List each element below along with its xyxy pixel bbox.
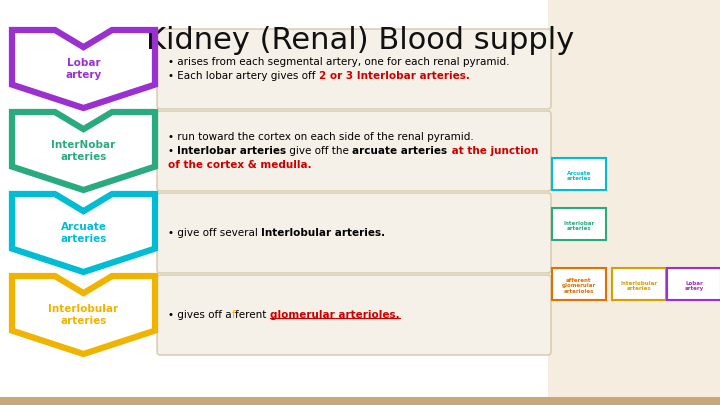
Text: • gives off a: • gives off a (168, 310, 232, 320)
Text: • Each lobar artery gives off: • Each lobar artery gives off (168, 71, 319, 81)
Text: Interlobular arteries.: Interlobular arteries. (261, 228, 385, 238)
Text: glomerular arterioles.: glomerular arterioles. (270, 310, 400, 320)
Text: • run toward the cortex on each side of the renal pyramid.: • run toward the cortex on each side of … (168, 132, 474, 142)
Bar (548, 0, 720, 397)
FancyBboxPatch shape (552, 268, 606, 300)
Text: give off the: give off the (287, 146, 353, 156)
Text: Interlobular
arteries: Interlobular arteries (48, 304, 119, 326)
Text: Arcuate
arteries: Arcuate arteries (60, 222, 107, 244)
FancyBboxPatch shape (157, 275, 551, 355)
Text: 2 or 3 Interlobar arteries.: 2 or 3 Interlobar arteries. (319, 71, 469, 81)
Text: at the junction: at the junction (448, 146, 538, 156)
Text: ferent: ferent (235, 310, 270, 320)
Text: •: • (168, 146, 177, 156)
Text: Arcuate
arteries: Arcuate arteries (567, 171, 591, 181)
Text: arcuate arteries: arcuate arteries (353, 146, 448, 156)
Text: • arises from each segmental artery, one for each renal pyramid.: • arises from each segmental artery, one… (168, 57, 510, 67)
Text: • give off several: • give off several (168, 228, 261, 238)
FancyBboxPatch shape (157, 111, 551, 191)
FancyBboxPatch shape (157, 193, 551, 273)
Text: InterNobar
arteries: InterNobar arteries (51, 140, 116, 162)
FancyBboxPatch shape (157, 29, 551, 109)
FancyBboxPatch shape (667, 268, 720, 300)
Text: Interlobar
arteries: Interlobar arteries (563, 221, 595, 231)
Text: Interlobular
arteries: Interlobular arteries (621, 281, 657, 292)
FancyBboxPatch shape (552, 158, 606, 190)
Text: Lobar
artery: Lobar artery (685, 281, 703, 292)
Text: of the cortex & medulla.: of the cortex & medulla. (168, 160, 312, 170)
FancyBboxPatch shape (552, 208, 606, 240)
Text: Kidney (Renal) Blood supply: Kidney (Renal) Blood supply (146, 26, 574, 55)
Text: Interlobar arteries: Interlobar arteries (177, 146, 287, 156)
Bar (0, 397, 720, 405)
FancyBboxPatch shape (612, 268, 666, 300)
Text: afferent
glomerular
arterioles: afferent glomerular arterioles (562, 278, 596, 294)
Text: f: f (232, 310, 235, 320)
Text: Lobar
artery: Lobar artery (66, 58, 102, 80)
